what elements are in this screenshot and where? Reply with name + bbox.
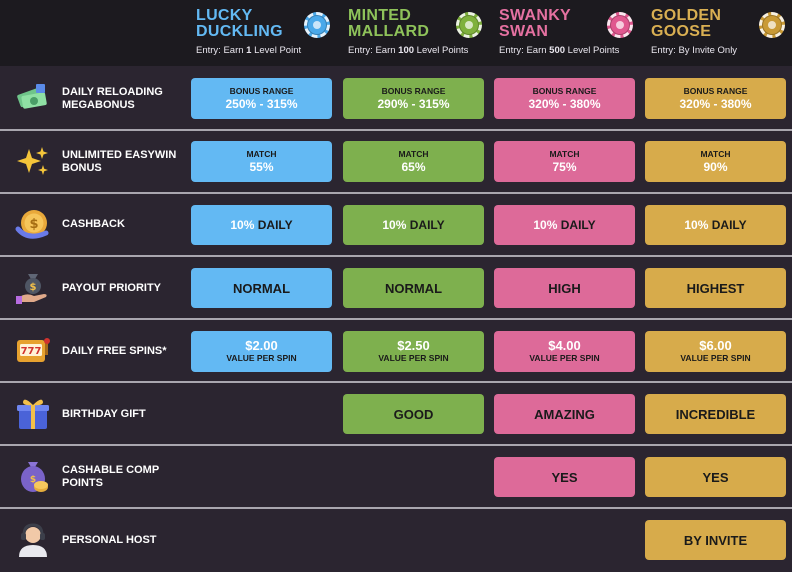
row-divider	[0, 507, 792, 509]
tier-header-golden-goose: GOLDEN GOOSE Entry: By Invite Only	[651, 8, 792, 62]
money-stack-icon	[14, 79, 52, 117]
row-divider	[0, 192, 792, 194]
payout-cell-swanky-swan: HIGH	[494, 268, 635, 308]
headset-person-icon	[14, 521, 52, 559]
payout-cell-minted-mallard: NORMAL	[343, 268, 484, 308]
host-cell-golden-goose: BY INVITE	[645, 520, 786, 560]
easywin-cell-golden-goose: MATCH 90%	[645, 141, 786, 182]
svg-text:777: 777	[21, 346, 42, 357]
row-label-cashable-comp-points: CASHABLE COMP POINTS	[62, 464, 159, 489]
megabonus-cell-lucky-duckling: BONUS RANGE 250% - 315%	[191, 78, 332, 119]
row-divider	[0, 255, 792, 257]
row-label-personal-host: PERSONAL HOST	[62, 534, 157, 546]
cashback-cell-swanky-swan: 10% DAILY	[494, 205, 635, 245]
cashback-cell-golden-goose: 10% DAILY	[645, 205, 786, 245]
money-bag-hand-icon: $	[14, 268, 52, 306]
spins-cell-golden-goose: $6.00 VALUE PER SPIN	[645, 331, 786, 372]
svg-text:$: $	[30, 282, 37, 293]
cashback-cell-lucky-duckling: 10% DAILY	[191, 205, 332, 245]
spins-cell-swanky-swan: $4.00 VALUE PER SPIN	[494, 331, 635, 372]
header-bar	[0, 0, 792, 66]
row-divider	[0, 381, 792, 383]
spins-cell-minted-mallard: $2.50 VALUE PER SPIN	[343, 331, 484, 372]
poker-chip-icon	[456, 12, 482, 38]
easywin-cell-minted-mallard: MATCH 65%	[343, 141, 484, 182]
slot-machine-icon: 777	[14, 331, 52, 369]
svg-text:$: $	[30, 475, 36, 485]
payout-cell-lucky-duckling: NORMAL	[191, 268, 332, 308]
comp-cell-golden-goose: YES	[645, 457, 786, 497]
row-label-easywin: UNLIMITED EASYWIN BONUS	[62, 149, 177, 174]
row-label-megabonus: DAILY RELOADING MEGABONUS	[62, 86, 163, 111]
megabonus-cell-swanky-swan: BONUS RANGE 320% - 380%	[494, 78, 635, 119]
svg-text:$: $	[29, 217, 38, 232]
birthday-cell-minted-mallard: GOOD	[343, 394, 484, 434]
birthday-cell-golden-goose: INCREDIBLE	[645, 394, 786, 434]
tier-entry: Entry: By Invite Only	[651, 45, 738, 56]
tier-entry: Entry: Earn 100 Level Points	[348, 45, 469, 56]
tier-entry: Entry: Earn 1 Level Point	[196, 45, 302, 56]
cashback-coin-icon: $	[14, 205, 52, 243]
megabonus-cell-golden-goose: BONUS RANGE 320% - 380%	[645, 78, 786, 119]
poker-chip-icon	[759, 12, 785, 38]
comp-cell-swanky-swan: YES	[494, 457, 635, 497]
gift-box-icon	[14, 394, 52, 432]
easywin-cell-swanky-swan: MATCH 75%	[494, 141, 635, 182]
row-label-payout-priority: PAYOUT PRIORITY	[62, 282, 162, 294]
coin-bag-icon: $	[14, 457, 52, 495]
tier-name: LUCKY DUCKLING	[196, 7, 283, 40]
tier-name: MINTED MALLARD	[348, 7, 430, 40]
poker-chip-icon	[304, 12, 330, 38]
sparkles-icon	[14, 143, 52, 181]
tier-header-minted-mallard: MINTED MALLARD Entry: Earn 100 Level Poi…	[348, 8, 498, 62]
megabonus-cell-minted-mallard: BONUS RANGE 290% - 315%	[343, 78, 484, 119]
tier-header-lucky-duckling: LUCKY DUCKLING Entry: Earn 1 Level Point	[196, 8, 346, 62]
tier-header-swanky-swan: SWANKY SWAN Entry: Earn 500 Level Points	[499, 8, 649, 62]
row-divider	[0, 129, 792, 131]
tier-name: GOLDEN GOOSE	[651, 7, 722, 40]
spins-cell-lucky-duckling: $2.00 VALUE PER SPIN	[191, 331, 332, 372]
tier-entry: Entry: Earn 500 Level Points	[499, 45, 620, 56]
payout-cell-golden-goose: HIGHEST	[645, 268, 786, 308]
row-label-daily-free-spins: DAILY FREE SPINS*	[62, 345, 167, 357]
row-label-birthday-gift: BIRTHDAY GIFT	[62, 408, 146, 420]
cashback-cell-minted-mallard: 10% DAILY	[343, 205, 484, 245]
easywin-cell-lucky-duckling: MATCH 55%	[191, 141, 332, 182]
birthday-cell-swanky-swan: AMAZING	[494, 394, 635, 434]
row-label-cashback: CASHBACK	[62, 218, 125, 230]
row-divider	[0, 318, 792, 320]
tier-name: SWANKY SWAN	[499, 7, 571, 40]
row-divider	[0, 444, 792, 446]
poker-chip-icon	[607, 12, 633, 38]
